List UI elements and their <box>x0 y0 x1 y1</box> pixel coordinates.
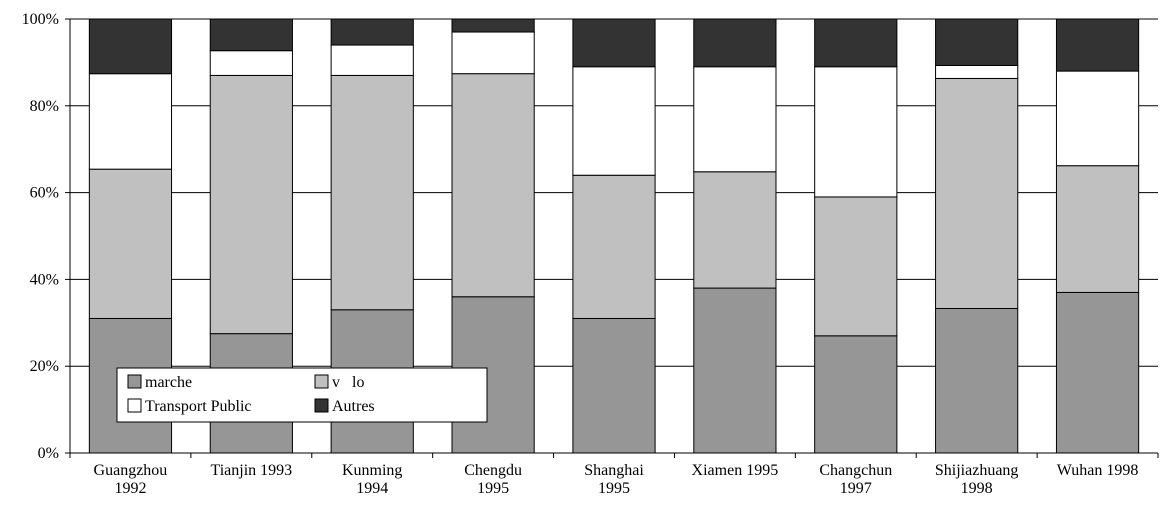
legend-label-0: marche <box>145 374 192 391</box>
bar-segment-1-2 <box>209 50 293 76</box>
bar-segment-0-1 <box>88 168 173 319</box>
legend-label-3: Autres <box>332 398 375 415</box>
y-tick-label: 0% <box>38 445 59 462</box>
x-category-label: Wuhan 1998 <box>1057 462 1139 479</box>
bar-segment-2-3 <box>330 18 414 46</box>
legend-swatch-3 <box>314 398 329 413</box>
legend-swatch-0 <box>127 374 142 389</box>
x-category-label: Tianjin 1993 <box>211 462 293 479</box>
bar-segment-6-2 <box>814 66 898 198</box>
bar-segment-3-1 <box>451 73 535 298</box>
axes <box>65 18 1159 458</box>
x-category-label: Chengdu 1995 <box>464 462 522 497</box>
legend-label-2: Transport Public <box>145 398 252 415</box>
bar-segment-5-2 <box>693 66 777 173</box>
bar-segment-4-1 <box>572 174 656 319</box>
bar-segment-7-3 <box>935 18 1019 66</box>
legend-swatch-2 <box>127 398 142 413</box>
bar-segment-7-1 <box>935 77 1019 309</box>
bar-segment-1-3 <box>209 18 293 52</box>
bars <box>88 18 1140 454</box>
bar-segment-5-0 <box>693 287 777 454</box>
bar-segment-5-3 <box>693 18 777 68</box>
bar-segment-4-0 <box>572 317 656 454</box>
x-category-label: Kunming 1994 <box>342 462 402 497</box>
y-tick-labels: 0% 20% 40% 60% 80% 100% <box>22 11 59 462</box>
y-tick-label: 20% <box>30 358 59 375</box>
x-category-label: Shijiazhuang 1998 <box>935 462 1019 497</box>
x-category-label: Shanghai 1995 <box>584 462 644 497</box>
bar-segment-8-3 <box>1055 18 1140 72</box>
bar-segment-5-1 <box>693 171 777 289</box>
bar-segment-0-3 <box>88 18 173 75</box>
bar-segment-6-0 <box>814 335 898 454</box>
legend-box <box>116 367 488 423</box>
legend-label-1: v lo <box>332 374 364 391</box>
bar-segment-3-3 <box>451 18 535 33</box>
x-category-label: Xiamen 1995 <box>692 462 779 479</box>
x-category-label: Guangzhou 1992 <box>94 462 168 497</box>
y-tick-label: 80% <box>30 98 59 115</box>
x-category-labels: Guangzhou 1992 Tianjin 1993 Kunming 1994 Chen… <box>94 462 1139 497</box>
bar-segment-7-2 <box>935 64 1019 79</box>
bar-segment-1-1 <box>209 74 293 335</box>
y-tick-label: 40% <box>30 271 59 288</box>
bar-segment-2-1 <box>330 74 414 311</box>
bar-segment-0-2 <box>88 73 173 170</box>
bar-segment-4-2 <box>572 66 656 176</box>
y-tick-label: 60% <box>30 185 59 202</box>
bar-segment-4-3 <box>572 18 656 68</box>
x-category-label: Changchun 1997 <box>819 462 892 497</box>
bar-segment-3-2 <box>451 31 535 75</box>
bar-segment-6-1 <box>814 196 898 337</box>
bar-segment-7-0 <box>935 307 1019 454</box>
bar-segment-8-1 <box>1055 165 1140 293</box>
y-tick-label: 100% <box>22 11 59 28</box>
bar-segment-6-3 <box>814 18 898 68</box>
bar-segment-8-2 <box>1055 70 1140 167</box>
bar-segment-8-0 <box>1055 291 1140 454</box>
legend: marche v lo Transport Public Autres <box>116 367 488 423</box>
legend-swatch-1 <box>314 374 329 389</box>
bar-segment-2-2 <box>330 44 414 76</box>
